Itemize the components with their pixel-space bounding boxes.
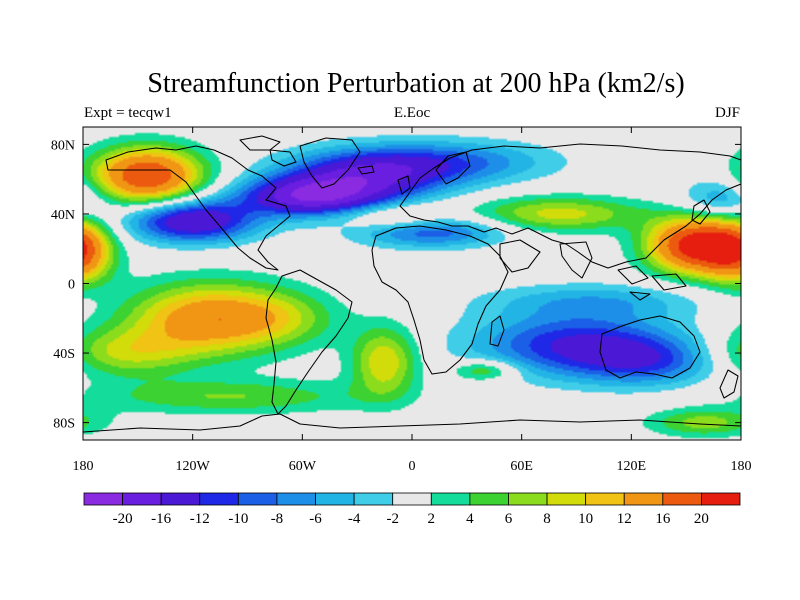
experiment-label: Expt = tecqw1 bbox=[84, 105, 172, 121]
coastline-africa bbox=[371, 225, 509, 375]
colorbar-swatch bbox=[662, 492, 702, 506]
coastline-british-isles bbox=[357, 165, 411, 195]
x-tick-label: 60W bbox=[289, 459, 317, 474]
x-tick-label: 120W bbox=[176, 459, 211, 474]
colorbar-swatch bbox=[508, 492, 548, 506]
x-tick-label: 120E bbox=[617, 459, 647, 474]
y-tick-label: 80N bbox=[51, 138, 75, 153]
colorbar-swatch bbox=[237, 492, 278, 506]
y-axis: 80N 40N 0 40S 80S bbox=[51, 138, 741, 432]
x-tick-label: 180 bbox=[731, 459, 752, 474]
colorbar-label: -12 bbox=[190, 511, 210, 527]
streamfunction-field bbox=[83, 127, 741, 440]
coastline-australia bbox=[599, 315, 701, 379]
chart-title: Streamfunction Perturbation at 200 hPa (… bbox=[147, 68, 684, 99]
colorbar-label: 16 bbox=[655, 511, 671, 527]
coastline-north-america bbox=[105, 145, 291, 271]
colorbar-label: 4 bbox=[466, 511, 474, 527]
x-tick-label: 60E bbox=[510, 459, 533, 474]
y-tick-label: 80S bbox=[53, 417, 75, 432]
x-axis: 180 120W 60W 0 60E 120E 180 bbox=[73, 127, 752, 474]
x-tick-label: 0 bbox=[409, 459, 416, 474]
colorbar-swatch bbox=[83, 492, 123, 506]
colorbar-label: 2 bbox=[428, 511, 436, 527]
coastline-arabia-india bbox=[499, 239, 593, 279]
coastlines bbox=[83, 135, 741, 433]
coastline-arctic-islands bbox=[239, 135, 297, 167]
colorbar-label: -6 bbox=[309, 511, 322, 527]
colorbar-label: 12 bbox=[617, 511, 632, 527]
colorbar-label: 20 bbox=[694, 511, 709, 527]
colorbar-label: 10 bbox=[578, 511, 593, 527]
coastline-south-america bbox=[265, 269, 353, 415]
colorbar-label: -4 bbox=[348, 511, 361, 527]
coastline-japan bbox=[691, 199, 711, 225]
coastline-new-zealand bbox=[719, 369, 739, 399]
colorbar-swatch bbox=[623, 492, 664, 506]
colorbar-swatch bbox=[353, 492, 394, 506]
x-tick-label: 180 bbox=[73, 459, 94, 474]
colorbar-label: -8 bbox=[271, 511, 284, 527]
colorbar-swatch bbox=[546, 492, 587, 506]
colorbar-swatch bbox=[701, 492, 741, 506]
colorbar: -20 -16 -12 -10 -8 -6 -4 -2 2 4 6 8 10 12 16 20 bbox=[83, 492, 741, 527]
colorbar-swatch bbox=[585, 492, 625, 506]
y-tick-label: 0 bbox=[68, 278, 75, 293]
season-label: DJF bbox=[715, 105, 740, 121]
colorbar-label: -20 bbox=[113, 511, 133, 527]
colorbar-swatch bbox=[122, 492, 162, 506]
coastline-scandinavia bbox=[435, 151, 471, 185]
colorbar-swatch bbox=[392, 492, 432, 506]
colorbar-swatch bbox=[160, 492, 201, 506]
coastline-greenland bbox=[299, 137, 361, 189]
coastline-madagascar bbox=[489, 315, 505, 347]
colorbar-swatch bbox=[430, 492, 471, 506]
colorbar-swatch bbox=[315, 492, 355, 506]
coastline-eurasia bbox=[399, 143, 741, 269]
coastline-se-asia bbox=[617, 265, 687, 301]
colorbar-swatch bbox=[469, 492, 509, 506]
plot-area bbox=[82, 126, 742, 441]
variable-label: E.Eoc bbox=[394, 105, 431, 121]
colorbar-swatch bbox=[199, 492, 239, 506]
coastline-antarctica bbox=[83, 413, 741, 433]
y-tick-label: 40N bbox=[51, 208, 75, 223]
colorbar-swatch bbox=[276, 492, 316, 506]
colorbar-label: -10 bbox=[228, 511, 248, 527]
colorbar-label: -16 bbox=[151, 511, 171, 527]
colorbar-label: -2 bbox=[386, 511, 399, 527]
y-tick-label: 40S bbox=[53, 347, 75, 362]
colorbar-label: 6 bbox=[505, 511, 513, 527]
colorbar-label: 8 bbox=[543, 511, 551, 527]
